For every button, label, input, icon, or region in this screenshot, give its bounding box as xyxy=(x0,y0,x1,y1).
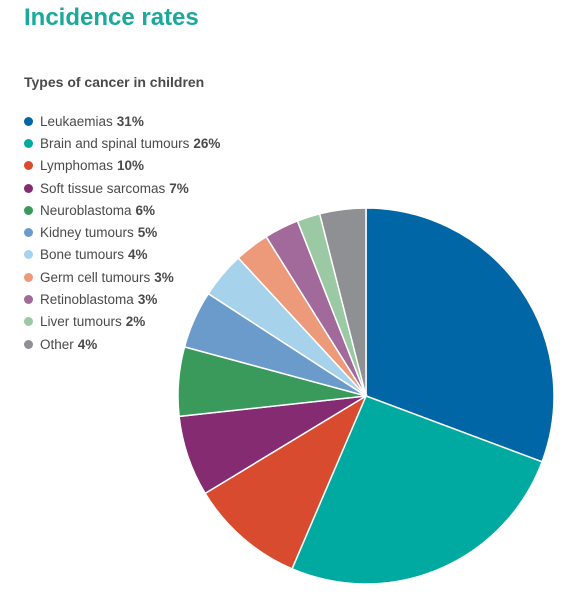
legend-label: Soft tissue sarcomas xyxy=(40,180,166,196)
legend-swatch xyxy=(24,228,33,238)
legend-label: Bone tumours xyxy=(40,247,125,263)
pie-slice xyxy=(365,207,555,463)
legend-value: 5% xyxy=(137,225,158,241)
legend-value: 3% xyxy=(137,292,158,308)
legend-item: Lymphomas 10% xyxy=(24,155,220,177)
legend-value: 26% xyxy=(193,135,221,151)
legend-value: 4% xyxy=(128,247,148,263)
legend-label: Retinoblastoma xyxy=(40,292,134,308)
legend-value: 7% xyxy=(169,180,189,196)
legend-item: Other 4% xyxy=(24,333,220,355)
legend-swatch xyxy=(24,317,33,327)
legend-swatch xyxy=(24,272,33,282)
chart-legend: Leukaemias 31% Brain and spinal tumours 26%… xyxy=(24,110,220,355)
legend-value: 2% xyxy=(125,314,146,330)
legend-item: Kidney tumours 5% xyxy=(24,221,220,243)
legend-item: Bone tumours 4% xyxy=(24,244,220,266)
legend-label: Liver tumours xyxy=(40,314,122,330)
legend-value: 10% xyxy=(117,158,145,174)
legend-item: Soft tissue sarcomas 7% xyxy=(24,177,220,199)
legend-swatch xyxy=(24,183,33,193)
legend-item: Liver tumours 2% xyxy=(24,311,220,333)
legend-value: 31% xyxy=(116,113,144,129)
legend-label: Germ cell tumours xyxy=(40,269,151,285)
pie-slice xyxy=(204,394,368,570)
legend-value: 6% xyxy=(135,202,156,218)
legend-label: Leukaemias xyxy=(40,113,113,129)
legend-item: Leukaemias 31% xyxy=(24,110,220,132)
pie-slice xyxy=(291,395,544,585)
legend-item: Neuroblastoma 6% xyxy=(24,199,220,221)
legend-item: Germ cell tumours 3% xyxy=(24,266,220,288)
pie-slice xyxy=(318,207,367,397)
legend-swatch xyxy=(24,161,33,171)
legend-value: 4% xyxy=(77,336,98,352)
legend-swatch xyxy=(24,339,33,349)
legend-label: Lymphomas xyxy=(40,158,114,174)
legend-swatch xyxy=(24,116,33,126)
page-title: Incidence rates xyxy=(24,4,199,31)
legend-label: Kidney tumours xyxy=(40,225,134,241)
legend-label: Brain and spinal tumours xyxy=(40,135,190,151)
legend-swatch xyxy=(24,138,33,148)
legend-item: Brain and spinal tumours 26% xyxy=(24,132,220,154)
legend-label: Neuroblastoma xyxy=(40,202,132,218)
legend-swatch xyxy=(24,295,33,305)
legend-item: Retinoblastoma 3% xyxy=(24,288,220,310)
legend-swatch xyxy=(24,205,33,215)
legend-swatch xyxy=(24,250,33,260)
legend-label: Other xyxy=(40,336,74,352)
chart-title: Types of cancer in children xyxy=(24,74,205,90)
legend-value: 3% xyxy=(154,269,174,285)
